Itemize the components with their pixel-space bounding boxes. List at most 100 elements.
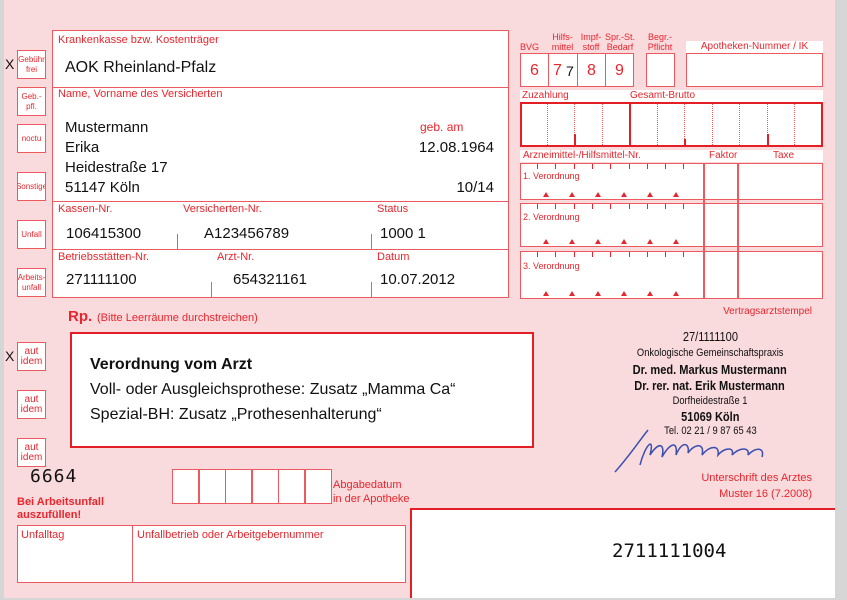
- insurance-value[interactable]: AOK Rheinland-Pfalz: [65, 59, 217, 76]
- digit-group-marker: [595, 192, 601, 197]
- begruendungspflicht-field[interactable]: [646, 53, 675, 87]
- digit-tick: [683, 164, 685, 169]
- patient-data-box: [52, 30, 509, 298]
- city-text: 51069 Köln: [680, 409, 740, 424]
- betriebsstaetten-nr-value[interactable]: 271111100: [66, 271, 137, 288]
- digit-group-marker: [543, 239, 549, 244]
- rp-label: Rp.: [68, 308, 93, 325]
- digit-group-marker: [647, 291, 653, 296]
- impfstoff-field[interactable]: 8: [577, 53, 606, 87]
- unfall-label: Unfall: [21, 229, 42, 239]
- digit-group-marker: [647, 239, 653, 244]
- prescription-title: Verordnung vom Arzt: [90, 356, 253, 373]
- patient-lastname[interactable]: Mustermann: [65, 119, 149, 136]
- sprechstundenbedarf-field[interactable]: 9: [605, 53, 634, 87]
- abgabe-line-1: Abgabedatum: [333, 479, 402, 491]
- insurance-label: Krankenkasse bzw. Kostenträger: [58, 34, 219, 46]
- verordnung-1-label: 1. Verordnung: [523, 171, 580, 181]
- divider: [629, 102, 631, 147]
- unfall-checkbox[interactable]: Unfall: [17, 220, 46, 249]
- doctor-signature: [614, 429, 764, 473]
- abgabedatum-digit-field: [172, 469, 199, 504]
- abgabedatum-digit-field: [225, 469, 252, 504]
- digit-tick: [646, 204, 648, 209]
- digit-group-marker: [621, 239, 627, 244]
- decimal-marker: [574, 134, 576, 146]
- prescription-line-1: Voll- oder Ausgleichsprothese: Zusatz „M…: [90, 381, 456, 398]
- amount-fields[interactable]: [520, 102, 823, 147]
- digit-tick: [537, 164, 538, 169]
- abgabe-line-2: in der Apotheke: [333, 493, 410, 505]
- digit-tick: [665, 204, 667, 209]
- digit-tick: [610, 164, 612, 169]
- datum-value[interactable]: 10.07.2012: [380, 271, 456, 288]
- aut-idem-checkbox-1[interactable]: aut idem: [17, 342, 46, 371]
- verordnung-row-2[interactable]: [520, 203, 823, 247]
- status-label: Status: [377, 203, 409, 215]
- code-6664: 6664: [30, 466, 78, 487]
- abgabedatum-digit-field: [251, 469, 279, 504]
- status-value[interactable]: 1000 1: [380, 225, 426, 242]
- stamp-label: Vertragsarztstempel: [723, 306, 812, 317]
- abgabedatum-digit-field: [304, 469, 332, 504]
- divider: [132, 525, 133, 583]
- digit-tick: [646, 252, 648, 257]
- unfall-box: [17, 525, 406, 583]
- bsnr-text: 27/1111100: [682, 329, 738, 344]
- digit-tick: [665, 252, 667, 257]
- versicherten-nr-value[interactable]: A123456789: [204, 225, 290, 242]
- verordnung-row-1[interactable]: [520, 163, 823, 200]
- checked-mark: X: [5, 56, 15, 72]
- valid-until[interactable]: 10/14: [456, 179, 494, 196]
- digit-tick: [683, 252, 685, 257]
- aut-idem-label: aut idem: [20, 393, 43, 415]
- patient-firstname[interactable]: Erika: [65, 139, 100, 156]
- zuzahlung-label: Zuzahlung: [522, 90, 569, 101]
- kassen-nr-label: Kassen-Nr.: [58, 203, 113, 215]
- divider: [371, 234, 372, 249]
- arzt-nr-value[interactable]: 654321161: [233, 271, 307, 288]
- digit-group-marker: [543, 291, 549, 296]
- stamp-doctor-1: Dr. med. Markus Mustermann: [600, 362, 820, 377]
- aut-idem-checkbox-2[interactable]: aut idem: [17, 390, 46, 419]
- doctor-1-text: Dr. med. Markus Mustermann: [632, 362, 788, 377]
- aut-idem-checkbox-3[interactable]: aut idem: [17, 438, 46, 467]
- patient-street[interactable]: Heidestraße 17: [65, 159, 168, 176]
- kassen-nr-value[interactable]: 106415300: [66, 225, 142, 242]
- geb-pfl-label: Geb.-pfl.: [21, 91, 42, 111]
- decimal-marker: [767, 134, 769, 146]
- digit-tick: [591, 252, 593, 257]
- divider: [52, 87, 509, 88]
- noctu-label: noctu: [21, 133, 42, 143]
- patient-city[interactable]: 51147 Köln: [65, 179, 140, 196]
- versicherten-nr-label: Versicherten-Nr.: [183, 203, 262, 215]
- gesamt-brutto-label: Gesamt-Brutto: [630, 90, 696, 101]
- verordnung-row-3[interactable]: [520, 251, 823, 299]
- arbeitsunfall-checkbox[interactable]: Arbeits-unfall: [17, 268, 46, 297]
- arbeitsunfall-label: Arbeits-unfall: [17, 272, 46, 292]
- noctu-checkbox[interactable]: noctu: [17, 124, 46, 153]
- digit-separator: [657, 104, 658, 145]
- prescription-box[interactable]: [70, 332, 534, 448]
- bvg-field[interactable]: 6: [520, 53, 549, 87]
- dob-value[interactable]: 12.08.1964: [418, 139, 494, 156]
- digit-tick: [591, 164, 593, 169]
- gebuehr-frei-checkbox[interactable]: Gebühr frei: [17, 50, 46, 79]
- geb-pfl-checkbox[interactable]: Geb.-pfl.: [17, 87, 46, 116]
- taxe-label: Taxe: [773, 150, 795, 161]
- decimal-marker: [684, 139, 686, 146]
- digit-group-marker: [569, 239, 575, 244]
- apotheken-nummer-label: Apotheken-Nummer / IK: [686, 41, 823, 53]
- digit-tick: [555, 252, 557, 257]
- unfalltag-field[interactable]: Unfalltag: [21, 529, 65, 541]
- unfallbetrieb-field[interactable]: Unfallbetrieb oder Arbeitgebernummer: [137, 529, 324, 541]
- begruendungspflicht-label: Begr.- Pflicht: [647, 32, 673, 52]
- digit-group-marker: [673, 239, 679, 244]
- aut-idem-label: aut idem: [20, 345, 43, 367]
- sonstige-checkbox[interactable]: Sonstige: [17, 172, 46, 201]
- digit-tick: [610, 204, 612, 209]
- arznei-nr-label: Arzneimittel-/Hilfsmittel-Nr.: [523, 150, 641, 161]
- apotheken-nummer-field[interactable]: [686, 53, 823, 87]
- digit-separator: [684, 104, 685, 145]
